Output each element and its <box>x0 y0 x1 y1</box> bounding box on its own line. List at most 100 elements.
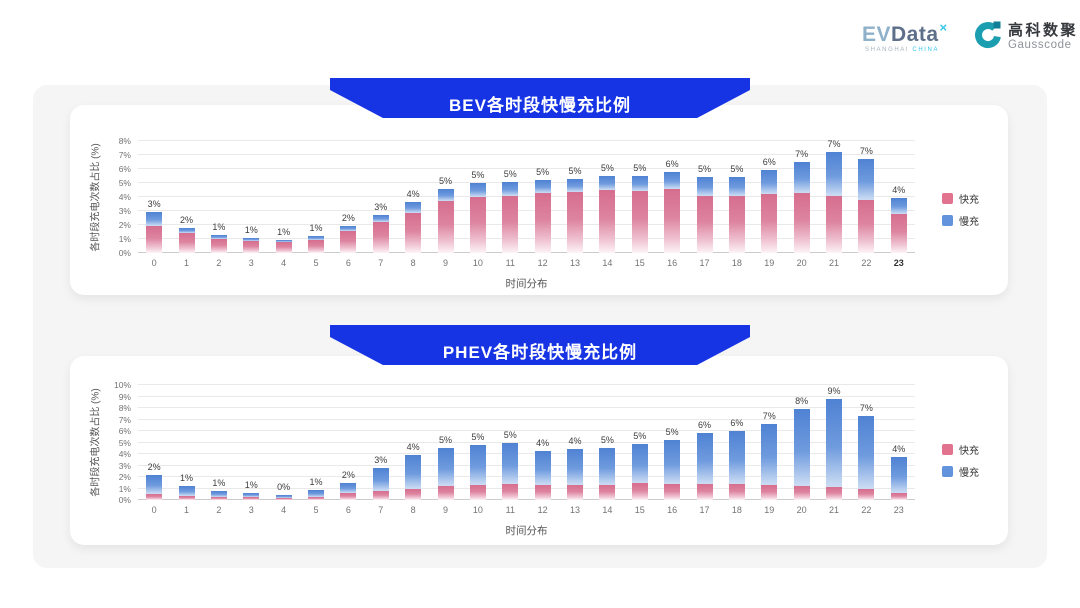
gausscode-text: 高科数聚 Gausscode <box>1008 22 1078 52</box>
bar-slot: 7% <box>786 141 818 253</box>
bar-segment-slow <box>308 490 325 497</box>
y-tick-label: 5% <box>118 437 131 448</box>
evdata-logo: EVData× SHANGHAI CHINA <box>862 20 967 53</box>
y-tick-label: 10% <box>113 380 131 390</box>
y-tick-label: 1% <box>118 234 131 244</box>
x-tick-label: 0 <box>151 258 157 268</box>
y-tick-label: 4% <box>118 449 131 459</box>
bar-segment-slow <box>146 212 163 227</box>
y-tick-label: 4% <box>118 192 131 202</box>
evdata-x-icon: × <box>939 20 948 35</box>
x-tick-label: 6 <box>345 258 351 268</box>
bar-total-label: 5% <box>439 175 453 186</box>
bar-total-label: 5% <box>503 168 517 179</box>
bar-total-label: 6% <box>730 418 744 428</box>
bar-segment-fast <box>858 488 875 500</box>
x-tick-label: 4 <box>281 258 287 268</box>
x-tick-label: 19 <box>764 505 775 515</box>
bar-slot: 5% <box>429 141 461 253</box>
x-tick-label: 13 <box>570 258 581 268</box>
bar-slot: 1% <box>300 385 332 500</box>
bar-segment-slow <box>502 442 519 484</box>
bar-segment-slow <box>567 449 584 486</box>
legend-swatch <box>942 193 953 204</box>
bar-segment-fast <box>728 483 745 500</box>
bar-segment-fast <box>793 192 810 253</box>
legend-swatch <box>942 466 953 477</box>
bar-total-label: 8% <box>795 396 809 407</box>
bar-segment-fast <box>243 241 260 253</box>
bar-slot: 8% <box>786 385 818 500</box>
bar-total-label: 7% <box>795 149 809 159</box>
x-tick-label: 10 <box>472 258 483 268</box>
x-tick-label: 16 <box>667 505 678 515</box>
bar-segment-fast <box>761 194 778 253</box>
bar-total-label: 5% <box>665 427 679 438</box>
gridline <box>138 464 915 466</box>
gridline <box>138 154 915 155</box>
x-tick-label: 23 <box>893 505 904 515</box>
gridline <box>138 487 915 489</box>
bar-segment-slow <box>243 493 260 498</box>
bar-slot: 5% <box>462 385 494 500</box>
bars-container: 2% 1% 1% 1% 0% 1% 2% 3% 4% 5% 5% 5% 4% 4% 5% 5% 5% 6% 6% 7%… <box>138 385 915 500</box>
bar-slot: 5% <box>591 141 623 253</box>
legend-item: 慢充 <box>942 464 979 479</box>
x-axis-title: 时间分布 <box>505 278 548 290</box>
bar-segment-slow <box>469 183 486 197</box>
bar-total-label: 2% <box>341 469 355 480</box>
x-tick-label: 14 <box>602 505 613 515</box>
legend-swatch <box>942 444 953 455</box>
x-tick-label: 15 <box>634 258 645 268</box>
bar-total-label: 2% <box>180 214 194 225</box>
bar-slot: 7% <box>818 139 850 253</box>
bar-total-label: 3% <box>374 455 388 466</box>
legend-label: 快充 <box>959 195 979 206</box>
bar-segment-fast <box>469 485 486 500</box>
legend: 快充慢充 <box>942 191 979 228</box>
bar-segment-fast <box>858 199 875 253</box>
bar-total-label: 6% <box>762 157 776 168</box>
y-tick-label: 6% <box>118 426 131 436</box>
y-axis-title-text: 各时段充电次数占比 (%) <box>90 142 102 252</box>
bar-total-label: 5% <box>600 163 614 173</box>
y-axis-title-text: 各时段充电次数占比 (%) <box>90 388 102 497</box>
bar-slot: 5% <box>494 385 526 500</box>
phev-title: PHEV各时段快慢充比例 <box>442 343 638 362</box>
legend-item: 慢充 <box>942 213 979 228</box>
bar-slot: 5% <box>656 385 688 500</box>
y-tick-label: 8% <box>118 136 131 146</box>
bar-total-label: 6% <box>665 158 679 169</box>
legend-item: 快充 <box>942 442 979 457</box>
bar-segment-slow <box>178 227 195 234</box>
bar-total-label: 2% <box>341 213 355 224</box>
gridline <box>138 453 915 454</box>
bar-slot: 2% <box>138 385 170 500</box>
bar-total-label: 5% <box>503 429 517 440</box>
bar-segment-slow <box>210 234 227 239</box>
plot-area: 0% 1% 2% 3% 4% 5% 6% 7% 8% 3% 2% 1% 1% 1% 1% 2% 3% 4% 5% 5%… <box>119 136 915 258</box>
x-tick-label: 6 <box>345 505 351 515</box>
bar-segment-slow <box>631 443 648 483</box>
x-tick-label: 3 <box>248 505 254 515</box>
bar-segment-slow <box>340 226 357 232</box>
bar-segment-slow <box>599 176 616 190</box>
header: EVData× SHANGHAI CHINA 高科数聚 Gausscode <box>0 0 1080 70</box>
x-tick-label: 21 <box>829 505 840 515</box>
gridline <box>138 182 915 183</box>
bar-segment-slow <box>728 431 745 484</box>
bar-segment-slow <box>826 152 843 196</box>
gausscode-title: 高科数聚 <box>1008 21 1079 39</box>
bar-segment-fast <box>664 188 681 253</box>
bar-segment-fast <box>696 195 713 253</box>
bar-total-label: 4% <box>892 444 906 455</box>
bar-total-label: 5% <box>633 163 647 173</box>
bar-total-label: 5% <box>439 435 453 446</box>
bar-slot: 5% <box>624 385 656 500</box>
bar-segment-slow <box>275 239 292 242</box>
phev-chart-card: 各时段充电次数占比 (%) 0% 1% 2% 3% 4% 5% 6% 7% 8% 9% 10% 2% 1%… <box>70 356 1008 545</box>
x-tick-label: 8 <box>410 505 416 515</box>
bar-slot: 6% <box>688 385 720 500</box>
bar-total-label: 4% <box>568 436 582 447</box>
x-tick-label: 20 <box>796 258 807 268</box>
